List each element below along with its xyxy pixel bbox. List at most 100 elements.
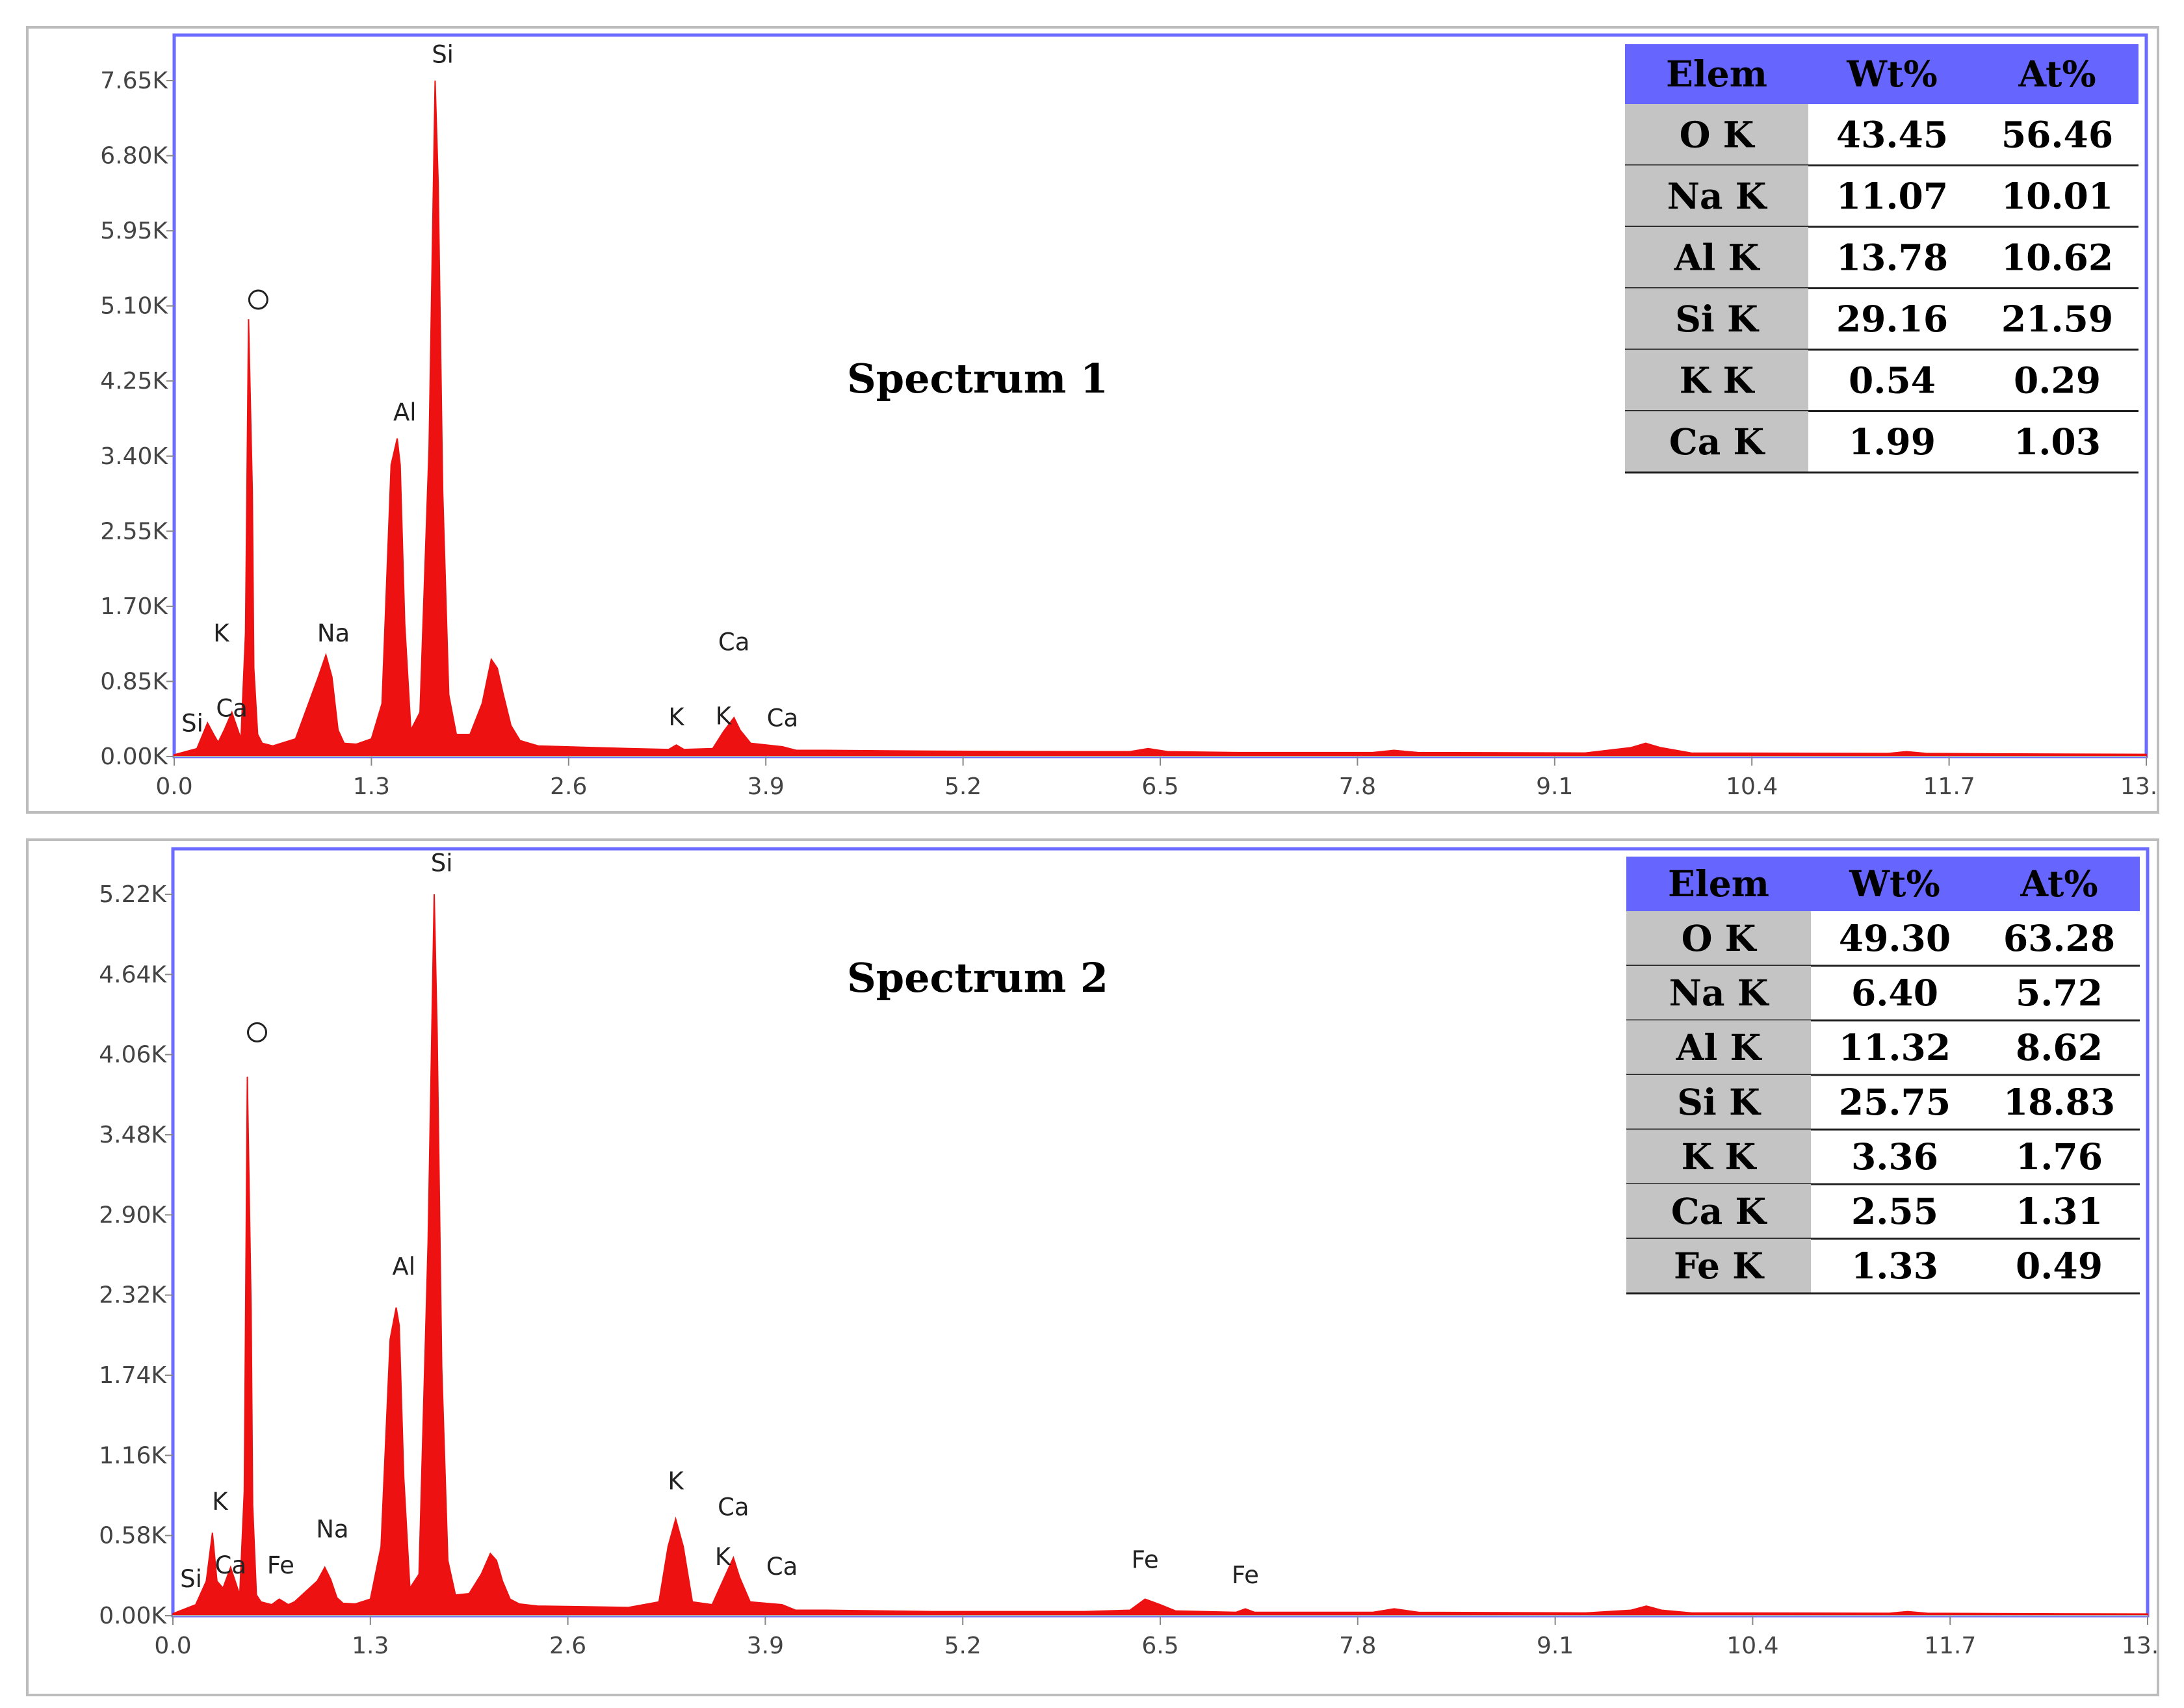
table-cell: 29.16 [1836,298,1948,340]
y-tick-label: 5.10K [100,293,168,320]
table-cell: 0.49 [2016,1245,2103,1287]
x-tick-label: 0.0 [154,1633,191,1659]
peak-label: Si [431,849,453,877]
x-tick-label: 7.8 [1339,1633,1376,1659]
y-tick-label: 0.58K [99,1523,167,1549]
peak-label: K [716,703,733,731]
table-header-cell: At% [2020,862,2098,905]
peak-label: K [715,1543,732,1571]
table-cell: Si K [1675,298,1760,340]
table-cell: Si K [1677,1081,1762,1123]
table-cell: 10.62 [2001,236,2113,278]
y-tick-label: 0.85K [100,668,168,695]
table-label-cell-bg [1625,165,1808,227]
table-cell: 63.28 [2003,917,2115,959]
table-cell: 1.03 [2014,421,2101,463]
table-cell: Fe K [1674,1245,1765,1287]
peak-label: Ca [216,694,248,722]
x-tick-label: 2.6 [549,1633,586,1659]
peak-label: Ca [767,704,799,732]
y-tick-label: 3.40K [100,443,168,470]
x-tick-label: 10.4 [1726,773,1778,800]
table-cell: 8.62 [2016,1026,2103,1068]
table-cell: 21.59 [2001,298,2113,340]
peak-label: K [668,703,685,731]
x-tick-label: 6.5 [1141,1633,1178,1659]
y-tick-label: 4.25K [100,368,168,395]
x-tick-label: 9.1 [1536,773,1573,800]
table-label-cell-bg [1625,350,1808,411]
y-tick-label: 6.80K [100,143,168,170]
table-cell: 11.32 [1839,1026,1951,1068]
y-tick-label: 5.95K [100,218,168,244]
table-label-cell-bg [1626,1184,1811,1239]
y-tick-label: 4.06K [99,1042,167,1068]
table-cell: Al K [1674,236,1761,278]
table-cell: 5.72 [2016,972,2103,1014]
table-cell: 13.78 [1836,236,1948,278]
y-tick-label: 1.16K [99,1442,167,1469]
table-cell: Ca K [1671,1190,1768,1232]
table-cell: 1.33 [1851,1245,1938,1287]
table-label-cell-bg [1626,1130,1811,1184]
x-tick-label: 0.0 [155,773,192,800]
plot-frame [172,33,2148,758]
peak-label: K [212,1488,229,1516]
table-header-cell: Elem [1666,53,1767,95]
table-cell: 18.83 [2003,1081,2115,1123]
table-cell: Na K [1667,175,1768,217]
table-cell: K K [1680,359,1756,401]
table-header-bg [1625,44,2138,104]
x-tick-label: 10.4 [1726,1633,1778,1659]
peak-label: Na [316,1516,348,1544]
peak-label-o-glyph [248,289,268,310]
table-label-cell-bg [1625,104,1808,166]
x-tick-label: 3.9 [748,773,785,800]
peak-label: Ca [766,1553,798,1581]
spectrum-1-panel: 0.0 1.3 2.6 3.9 5.2 6.5 7.8 9.1 10.4 11.7 13.0 0.00… [26,26,2159,814]
table-cell: 10.01 [2001,175,2113,217]
peak-label: Ca [718,628,750,656]
table-cell: Na K [1669,972,1770,1014]
spectrum-area [174,80,2147,757]
y-tick-label: 4.64K [99,961,167,988]
y-tick-label: 1.74K [99,1362,167,1389]
table-header-cell: Elem [1668,862,1769,905]
table-cell: 43.45 [1836,113,1948,155]
peak-label-o-glyph [247,1022,268,1042]
table-cell: 1.99 [1849,421,1936,463]
peak-label: Ca [215,1551,247,1579]
peak-label: Ca [718,1494,749,1521]
x-tick-label: 5.2 [944,1633,982,1659]
table-header-cell: Wt% [1846,53,1937,95]
table-header-cell: At% [2018,53,2096,95]
table-cell: 3.36 [1851,1135,1938,1178]
table-cell: O K [1680,113,1756,155]
table-cell: 1.31 [2016,1190,2103,1232]
table-cell: 11.07 [1836,175,1948,217]
peak-label: Si [180,1565,202,1593]
peak-label: Si [181,710,203,738]
table-label-cell-bg [1626,1075,1811,1130]
peak-label: O [244,288,263,316]
spectrum-2-panel: 0.0 1.3 2.6 3.9 5.2 6.5 7.8 9.1 10.4 11.7 13.0 0.00… [26,838,2159,1696]
x-tick-label: 13.0 [2122,1633,2157,1659]
x-tick-label: 9.1 [1537,1633,1574,1659]
x-tick-label: 13.0 [2120,773,2157,800]
table-cell: 56.46 [2001,113,2113,155]
table-cell: 0.54 [1849,359,1936,401]
chart-title: Spectrum 2 [847,954,1108,1002]
peak-label: Al [392,1253,415,1281]
table-cell: Ca K [1669,421,1766,463]
table-cell: O K [1682,917,1758,959]
table-header-cell: Wt% [1849,862,1940,905]
peak-label: Fe [1232,1561,1259,1589]
peak-label: Fe [267,1551,294,1579]
y-tick-label: 2.90K [99,1202,167,1228]
x-tick-label: 1.3 [352,1633,389,1659]
table-label-cell-bg [1625,227,1808,289]
peak-label: Na [317,619,350,647]
peak-label: Al [393,398,417,426]
table-cell: 49.30 [1839,917,1951,959]
peak-label: Si [432,40,454,68]
